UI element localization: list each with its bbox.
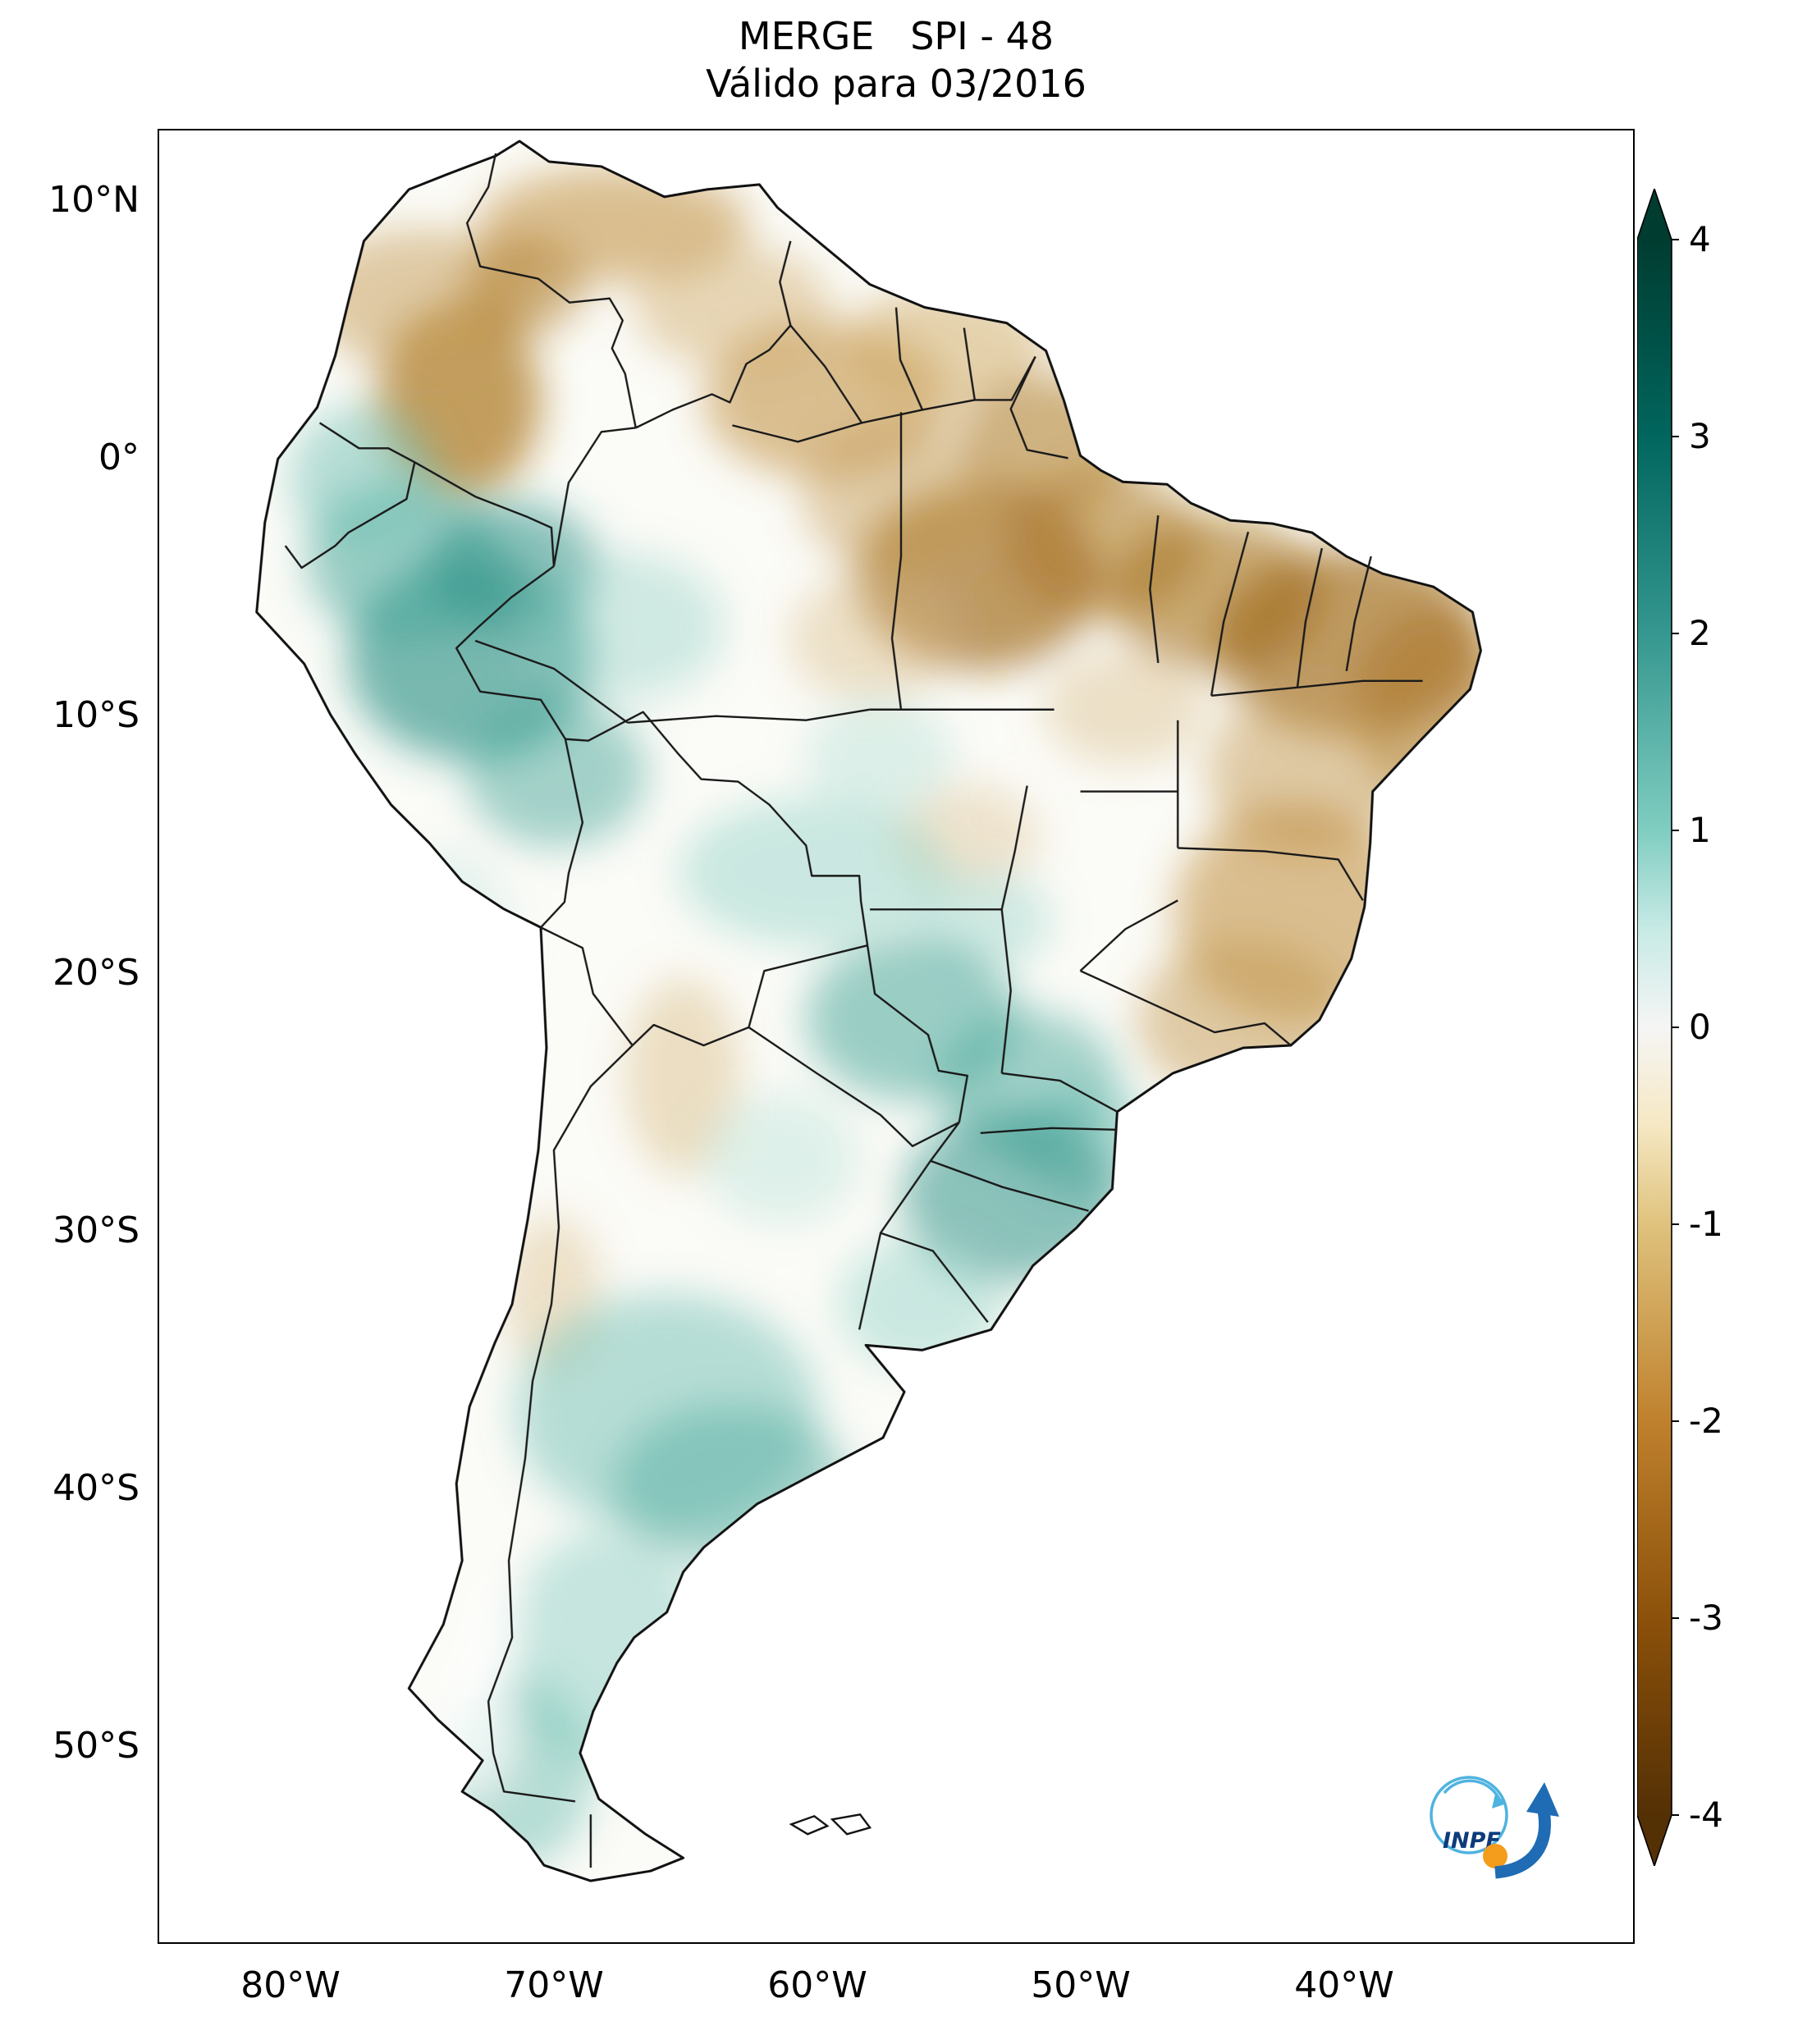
colorbar <box>1637 189 1679 1866</box>
lat-tick-10n: 10°N <box>48 179 140 221</box>
colorbar-extend-bottom <box>1637 1815 1672 1866</box>
colorbar-tick-2: 2 <box>1689 613 1711 653</box>
lon-tick-60w: 60°W <box>767 1964 867 2006</box>
title-block: MERGE SPI - 48 Válido para 03/2016 <box>158 13 1635 107</box>
colorbar-tick-3: 3 <box>1689 416 1711 456</box>
colorbar-tick-m1: -1 <box>1689 1204 1723 1244</box>
lat-tick-10s: 10°S <box>53 694 140 736</box>
colorbar-tick-4: 4 <box>1689 219 1711 259</box>
lat-tick-30s: 30°S <box>53 1209 140 1251</box>
coastline <box>255 139 1482 1882</box>
inpe-orange-dot-icon <box>1483 1844 1507 1868</box>
political-boundaries <box>284 153 1423 1868</box>
islands <box>789 1813 872 1836</box>
colorbar-tick-m3: -3 <box>1689 1598 1723 1638</box>
colorbar-tick-m4: -4 <box>1689 1795 1723 1835</box>
lon-tick-70w: 70°W <box>504 1964 604 2006</box>
inpe-logo: INPE <box>1430 1776 1559 1879</box>
colorbar-tick-marks <box>1672 239 1679 1816</box>
colorbar-tick-0: 0 <box>1689 1007 1711 1047</box>
colorbar-tick-m2: -2 <box>1689 1401 1723 1441</box>
inpe-swirl-arrowhead-icon <box>1492 1794 1507 1809</box>
lon-tick-80w: 80°W <box>240 1964 341 2006</box>
colorbar-extend-top <box>1637 189 1672 240</box>
colorbar-gradient <box>1637 240 1672 1815</box>
chart-subtitle: Válido para 03/2016 <box>706 61 1087 106</box>
inpe-swirl-arc-icon <box>1443 1779 1502 1802</box>
lon-tick-50w: 50°W <box>1031 1964 1131 2006</box>
lat-tick-40s: 40°S <box>53 1467 140 1509</box>
inpe-arrow-icon <box>1494 1805 1551 1879</box>
lat-tick-50s: 50°S <box>53 1725 140 1767</box>
lat-tick-20s: 20°S <box>53 952 140 994</box>
colorbar-tick-1: 1 <box>1689 810 1711 850</box>
chart-title: MERGE SPI - 48 <box>738 14 1055 58</box>
map-plot-area <box>158 129 1635 1944</box>
lon-tick-40w: 40°W <box>1294 1964 1394 2006</box>
lat-tick-0: 0° <box>98 437 140 478</box>
south-america-map <box>159 130 1633 1942</box>
inpe-arrowhead-icon <box>1526 1782 1559 1817</box>
inpe-swirl-icon <box>1430 1776 1508 1854</box>
